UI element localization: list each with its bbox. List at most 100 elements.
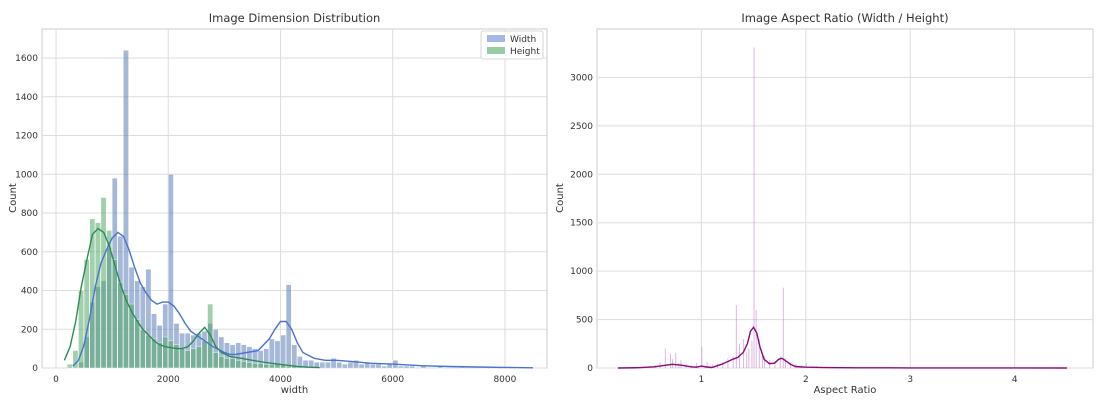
histogram-bar [733,356,734,368]
dimension-y-axis-label: Count [8,183,19,213]
histogram-bar [168,174,173,368]
histogram-bar [783,288,784,368]
y-tick-label: 1000 [15,170,38,180]
histogram-bar [118,283,123,368]
histogram-bar [163,337,168,368]
histogram-bar [84,260,89,368]
histogram-bar [280,335,285,368]
histogram-bar [398,366,403,368]
histogram-bar [292,345,297,368]
legend-width-swatch [487,35,505,42]
histogram-bar [247,362,252,368]
histogram-bar [219,356,224,368]
histogram-bar [370,364,375,368]
histogram-bar [376,364,381,368]
histogram-bar [670,353,671,368]
histogram-bar [67,364,72,368]
histogram-bar [743,339,744,368]
aspect-chart-title: Image Aspect Ratio (Width / Height) [741,11,948,25]
x-tick-label: 6000 [381,375,404,385]
histogram-bar [675,353,676,368]
y-tick-label: 3000 [570,73,593,83]
y-tick-label: 0 [32,364,38,374]
histogram-bar [752,341,753,368]
aspect-y-axis-label: Count [555,183,566,213]
y-tick-label: 1200 [15,132,38,142]
y-tick-label: 2500 [570,122,593,132]
legend-width-label: Width [510,35,536,45]
histogram-bar [146,335,151,368]
histogram-bar [179,349,184,368]
histogram-bar [123,294,128,368]
x-tick-label: 4000 [269,375,292,385]
histogram-bar [286,285,291,368]
histogram-bar [236,360,241,368]
histogram-bar [701,347,702,368]
histogram-bar [325,362,330,368]
x-tick-label: 2 [803,375,809,385]
histogram-bar [754,47,755,368]
aspect-plot-area [597,29,1093,368]
histogram-bar [95,223,100,368]
y-tick-label: 400 [21,287,38,297]
aspect-ratio-chart: 0 500 1000 1500 2000 2500 3000 1 2 3 4 Image Aspec… [555,11,1093,396]
x-tick-label: 2000 [157,375,180,385]
histogram-bar [213,353,218,368]
legend-height-swatch [487,47,505,54]
histogram-bar [342,364,347,368]
histogram-bar [252,363,257,368]
histogram-bar [756,310,757,368]
histogram-bar [681,360,682,368]
y-tick-label: 500 [576,316,593,326]
x-tick-label: 0 [53,375,59,385]
x-tick-label: 4 [1012,375,1018,385]
y-tick-label: 2000 [570,170,593,180]
histogram-bar [202,341,207,368]
histogram-bar [168,341,173,368]
x-tick-label: 8000 [493,375,516,385]
dimension-chart: 0 200 400 600 800 1000 1200 1400 1600 0 2000 4000 60… [8,11,547,396]
histogram-bar [320,362,325,368]
histogram-bar [230,358,235,368]
dimension-chart-title: Image Dimension Distribution [209,11,381,25]
histogram-bar [258,363,263,368]
histogram-bar [241,361,246,368]
dimension-x-axis-label: width [281,385,309,396]
histogram-bar [140,329,145,368]
y-tick-label: 1500 [570,219,593,229]
y-tick-label: 1400 [15,93,38,103]
aspect-x-axis-label: Aspect Ratio [814,385,877,396]
y-tick-label: 1000 [570,267,593,277]
y-tick-label: 600 [21,248,38,258]
histogram-bar [660,362,661,368]
histogram-bar [410,366,415,368]
histogram-bar [381,366,386,368]
histogram-bar [185,351,190,368]
histogram-bar [269,364,274,368]
histogram-bar [746,353,747,368]
histogram-bar [196,347,201,368]
histogram-bar [264,364,269,368]
y-tick-label: 1600 [15,54,38,64]
histogram-bar [337,362,342,368]
histogram-bar [748,349,749,368]
histogram-bar [151,339,156,368]
histogram-bar [157,343,162,368]
x-tick-label: 1 [699,375,705,385]
histogram-bar [101,198,106,368]
histogram-bar [728,358,729,368]
y-tick-label: 800 [21,209,38,219]
y-tick-label: 200 [21,325,38,335]
histogram-bar [135,320,140,368]
histogram-bar [224,358,229,368]
histogram-bar [404,366,409,368]
legend-height-label: Height [510,47,540,57]
histogram-bar [348,362,353,368]
x-tick-label: 3 [907,375,913,385]
histogram-bar [191,349,196,368]
y-tick-label: 0 [587,364,593,374]
histogram-bar [359,364,364,368]
histogram-bar [112,260,117,368]
